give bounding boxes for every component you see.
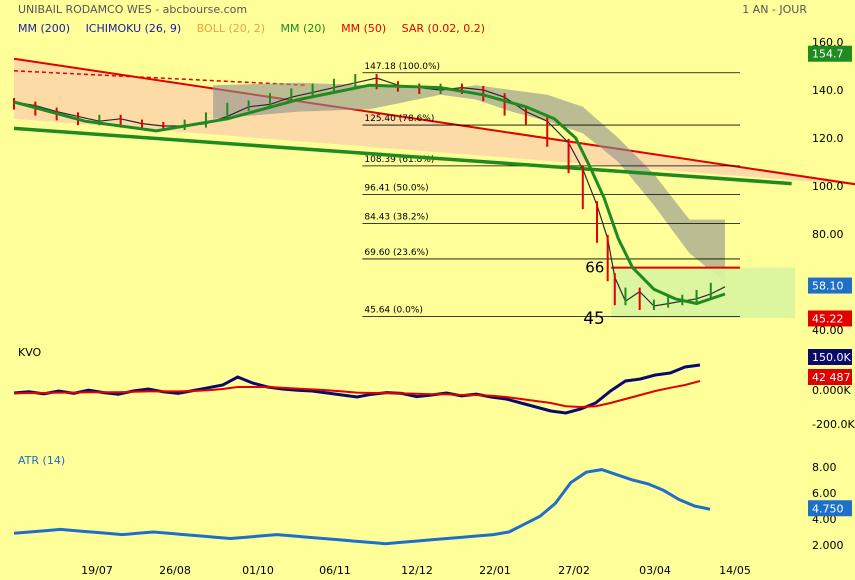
kvo-badge-1: 42 487 <box>812 371 851 384</box>
atr-title: ATR (14) <box>18 454 65 467</box>
legend-ichimoku: ICHIMOKU (26, 9) <box>85 22 182 35</box>
ichimoku-cloud <box>213 82 725 282</box>
kvo-ytick-3: -200.0K <box>812 418 855 431</box>
price-ytick-4: 80.00 <box>812 228 844 241</box>
price-panel: 66 45 147.18 (100.0%) 125.40 (78.6%) 108.39 … <box>13 36 855 337</box>
atr-ytick-3: 2.000 <box>812 539 844 552</box>
legend-mm200: MM (200) <box>18 22 71 35</box>
fib-label-5: 69.60 (23.6%) <box>364 248 428 258</box>
x-tick-3: 06/11 <box>319 564 351 577</box>
chart-title: UNIBAIL RODAMCO WES - abcbourse.com <box>18 3 248 16</box>
x-tick-2: 01/10 <box>242 564 274 577</box>
fib-label-3: 96.41 (50.0%) <box>364 184 428 194</box>
badge-sar: 154.7 <box>812 48 844 61</box>
atr-badge: 4.750 <box>812 502 844 515</box>
atr-line <box>13 468 711 546</box>
range-high-label: 66 <box>585 259 604 277</box>
indicator-legend: MM (200) ICHIMOKU (26, 9) BOLL (20, 2) M… <box>18 22 497 35</box>
atr-badge-bg <box>808 500 852 517</box>
legend-sar: SAR (0.02, 0.2) <box>401 22 486 35</box>
legend-mm50: MM (50) <box>341 22 387 35</box>
x-tick-7: 03/04 <box>639 564 671 577</box>
x-tick-1: 26/08 <box>159 564 191 577</box>
fib-label-6: 45.64 (0.0%) <box>364 305 423 315</box>
legend-mm20: MM (20) <box>280 22 326 35</box>
badge-price: 58.10 <box>812 280 844 293</box>
badge-sar-bg <box>808 45 852 62</box>
kvo-badge-bg-1 <box>808 369 852 385</box>
kvo-series-1 <box>13 380 701 409</box>
range-low-label: 45 <box>583 309 605 329</box>
x-tick-4: 12/12 <box>401 564 433 577</box>
channel-top-line <box>13 57 855 186</box>
price-ytick-3: 100.0 <box>812 180 844 193</box>
price-ytick-1: 140.0 <box>812 84 844 97</box>
badge-low-bg <box>808 310 852 327</box>
kvo-badge-bg-0 <box>808 349 852 365</box>
badge-price-bg <box>808 277 852 294</box>
trend-line <box>13 126 792 186</box>
x-axis: 19/07 26/08 01/10 06/11 12/12 22/01 27/02 03/04… <box>81 564 751 577</box>
mm20-line <box>13 83 726 306</box>
kvo-badge-0: 150.0K <box>812 351 851 364</box>
price-ytick-6: 40.00 <box>812 324 844 337</box>
x-tick-0: 19/07 <box>81 564 113 577</box>
atr-ytick-1: 6.00 <box>812 487 837 500</box>
legend-boll: BOLL (20, 2) <box>196 22 266 35</box>
x-tick-5: 22/01 <box>479 564 511 577</box>
kvo-ytick-2: 0.000K <box>812 384 851 397</box>
kvo-title: KVO <box>18 346 42 359</box>
price-ytick-2: 120.0 <box>812 132 844 145</box>
x-tick-8: 14/05 <box>719 564 751 577</box>
fib-label-1: 125.40 (78.6%) <box>364 114 434 124</box>
atr-ytick-0: 8.00 <box>812 461 837 474</box>
fib-label-0: 147.18 (100.0%) <box>364 62 440 72</box>
period-label: 1 AN - JOUR <box>742 3 807 16</box>
badge-low: 45.22 <box>812 312 844 325</box>
fib-label-4: 84.43 (38.2%) <box>364 212 428 222</box>
x-tick-6: 27/02 <box>558 564 590 577</box>
fib-label-2: 108.39 (61.8%) <box>364 155 434 165</box>
